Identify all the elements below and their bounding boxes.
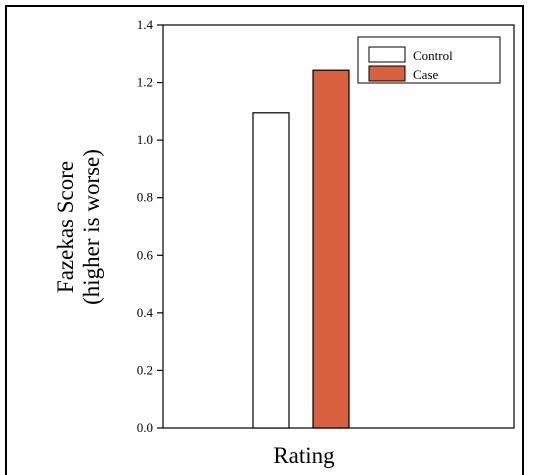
- y-tick-label: 0.2: [137, 362, 153, 377]
- bar-case: [312, 69, 350, 429]
- y-tick-label: 0.8: [137, 190, 153, 205]
- legend-swatch-control: [368, 46, 406, 63]
- bar-control: [252, 112, 290, 429]
- y-axis-label-line-1: Fazekas Score: [53, 161, 78, 293]
- x-axis-label: Rating: [273, 443, 335, 468]
- y-tick-label: 0.0: [137, 420, 153, 435]
- bars: [252, 69, 350, 429]
- y-axis-label-line-2: (higher is worse): [79, 149, 104, 305]
- y-tick-label: 0.4: [137, 305, 154, 320]
- y-tick-label: 1.2: [137, 75, 153, 90]
- y-tick-label: 1.0: [137, 132, 153, 147]
- legend-swatch-case: [368, 65, 406, 82]
- legend: Control Case: [357, 36, 501, 84]
- y-tick-label: 0.6: [137, 247, 154, 262]
- y-tick-label: 1.4: [137, 17, 154, 32]
- legend-label-case: Case: [413, 67, 439, 82]
- y-axis-ticks: 0.0 0.2 0.4 0.6 0.8 1.0 1.2 1.4: [137, 17, 163, 435]
- legend-label-control: Control: [413, 48, 453, 63]
- figure-frame: [5, 5, 524, 475]
